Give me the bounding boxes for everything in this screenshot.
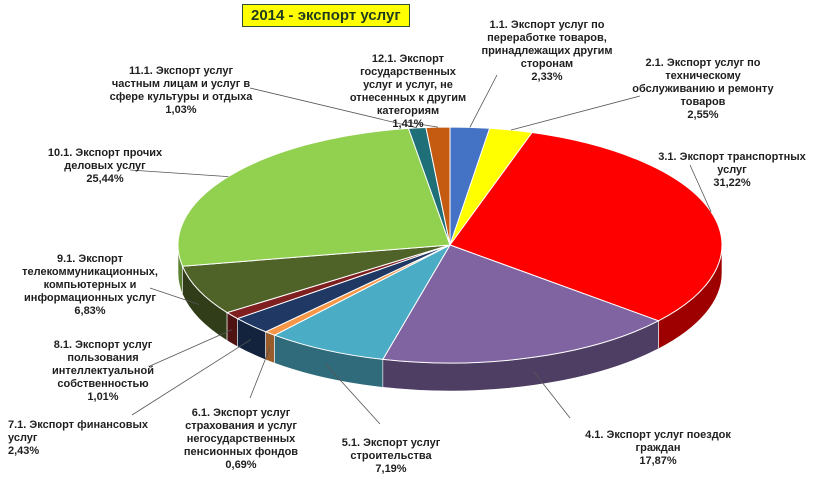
label-10-1: 10.1. Экспорт прочих деловых услуг 25,44… (30, 134, 180, 199)
label-12-1-value: 1,41% (392, 118, 424, 130)
leader-line-4 (533, 371, 571, 419)
label-3-1-value: 31,22% (713, 177, 751, 189)
label-4-1-text: 4.1. Экспорт услуг поездок граждан (585, 429, 731, 454)
label-11-1: 11.1. Экспорт услуг частным лицам и услу… (96, 52, 266, 130)
pie-slice-10 (177, 127, 451, 267)
leader-line-12 (405, 121, 439, 128)
label-1-1-text: 1.1. Экспорт услуг по переработке товаро… (481, 19, 613, 70)
label-11-1-value: 1,03% (165, 104, 197, 116)
label-9-1-value: 6,83% (74, 305, 106, 317)
label-1-1-value: 2,33% (531, 71, 563, 83)
label-12-1-text: 12.1. Экспорт государственных услуг и ус… (349, 53, 467, 117)
leader-line-8 (149, 329, 233, 367)
label-5-1-text: 5.1. Экспорт услуг строительства (341, 437, 441, 462)
leader-line-1 (469, 74, 498, 128)
pie-slice-5 (273, 243, 452, 360)
leader-line-7 (131, 339, 252, 416)
label-2-1-value: 2,55% (687, 109, 719, 121)
label-10-1-value: 25,44% (86, 173, 124, 185)
label-9-1: 9.1. Экспорт телекоммуникационных, компь… (10, 240, 170, 331)
label-4-1: 4.1. Экспорт услуг поездок граждан 17,87… (548, 416, 768, 481)
label-8-1-value: 1,01% (87, 391, 119, 403)
label-12-1: 12.1. Экспорт государственных услуг и ус… (338, 40, 478, 144)
label-7-1-text: 7.1. Экспорт финансовых услуг (8, 419, 148, 444)
label-7-1: 7.1. Экспорт финансовых услуг 2,43% (8, 406, 178, 471)
label-6-1-text: 6.1. Экспорт услуг страхования и услуг н… (183, 407, 299, 458)
leader-line-9 (149, 287, 200, 305)
label-2-1: 2.1. Экспорт услуг по техническому обслу… (628, 44, 778, 135)
pie-slice-4 (382, 244, 660, 364)
label-3-1-text: 3.1. Экспорт транспортных услуг (658, 151, 806, 176)
pie-chart (129, 74, 723, 425)
leader-line-3 (689, 164, 712, 213)
leader-line-6 (249, 347, 271, 399)
leader-line-5 (325, 363, 381, 425)
label-3-1: 3.1. Экспорт транспортных услуг 31,22% (642, 138, 822, 203)
label-8-1: 8.1. Экспорт услуг пользования интеллект… (28, 326, 178, 417)
label-2-1-text: 2.1. Экспорт услуг по техническому обслу… (632, 57, 774, 108)
label-6-1: 6.1. Экспорт услуг страхования и услуг н… (166, 394, 316, 485)
pie-slice-9 (181, 244, 451, 314)
label-1-1: 1.1. Экспорт услуг по переработке товаро… (462, 6, 632, 97)
label-7-1-value: 2,43% (8, 445, 40, 457)
leader-line-11 (249, 87, 418, 129)
label-9-1-text: 9.1. Экспорт телекоммуникационных, компь… (22, 253, 158, 304)
label-4-1-value: 17,87% (639, 455, 677, 467)
pie-slice-side-6 (265, 331, 275, 364)
label-10-1-text: 10.1. Экспорт прочих деловых услуг (47, 147, 163, 172)
label-5-1-value: 7,19% (375, 463, 407, 475)
chart-area: 2014 - экспорт услуг 1.1. Экспорт услуг … (8, 4, 822, 475)
chart-title: 2014 - экспорт услуг (242, 4, 410, 27)
leader-line-2 (510, 95, 641, 131)
label-8-1-text: 8.1. Экспорт услуг пользования интеллект… (52, 339, 154, 390)
label-5-1: 5.1. Экспорт услуг строительства 7,19% (326, 424, 456, 489)
label-11-1-text: 11.1. Экспорт услуг частным лицам и услу… (109, 65, 253, 103)
leader-line-10 (129, 169, 229, 178)
